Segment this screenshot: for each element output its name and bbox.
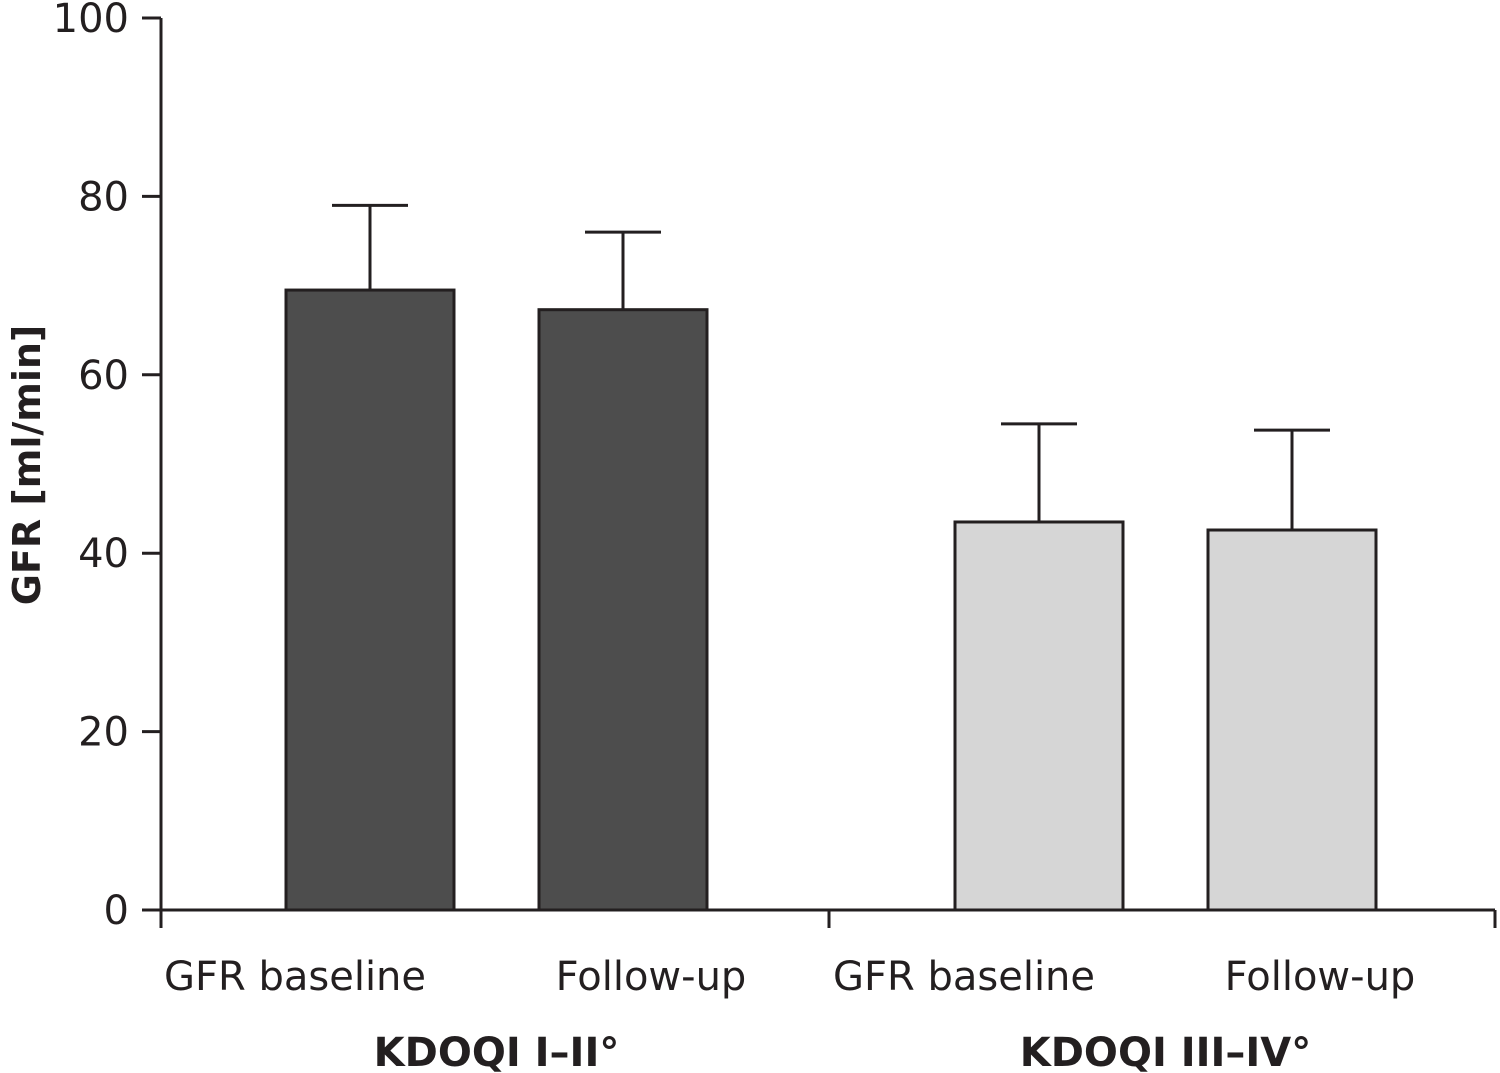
labels-layer: GFR baseline Follow-up KDOQI I–II° GFR base…: [164, 954, 1415, 1073]
y-tick-label: 100: [53, 0, 129, 42]
bars-layer: [284, 203, 1378, 912]
y-axis: 0 20 40 60 80 100: [53, 0, 163, 934]
bar: [284, 288, 456, 912]
y-tick-label: 0: [104, 888, 129, 934]
bar: [953, 520, 1125, 912]
group-label: KDOQI III–IV°: [1020, 1030, 1312, 1073]
category-label: GFR baseline: [833, 954, 1095, 1000]
y-tick-label: 20: [78, 710, 129, 756]
category-label: GFR baseline: [164, 954, 426, 1000]
bar: [537, 308, 709, 912]
category-label: Follow-up: [556, 954, 747, 1000]
x-axis: [159, 908, 1497, 928]
y-tick-label: 60: [78, 353, 129, 399]
y-tick-label: 40: [78, 531, 129, 577]
group-label: KDOQI I–II°: [374, 1030, 620, 1073]
bar: [1206, 528, 1378, 912]
category-label: Follow-up: [1225, 954, 1416, 1000]
y-axis-title: GFR [ml/min]: [5, 325, 49, 606]
y-tick-label: 80: [78, 174, 129, 220]
